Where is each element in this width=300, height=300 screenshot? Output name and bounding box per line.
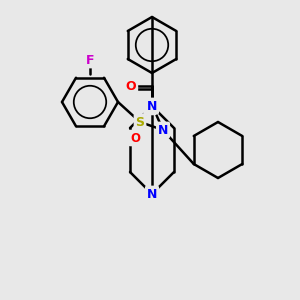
Text: O: O — [145, 100, 155, 113]
Text: S: S — [136, 116, 145, 128]
Text: N: N — [147, 100, 157, 112]
Text: O: O — [126, 80, 136, 92]
Text: F: F — [86, 53, 94, 67]
Text: N: N — [147, 188, 157, 200]
Text: O: O — [130, 131, 140, 145]
Text: N: N — [158, 124, 168, 136]
